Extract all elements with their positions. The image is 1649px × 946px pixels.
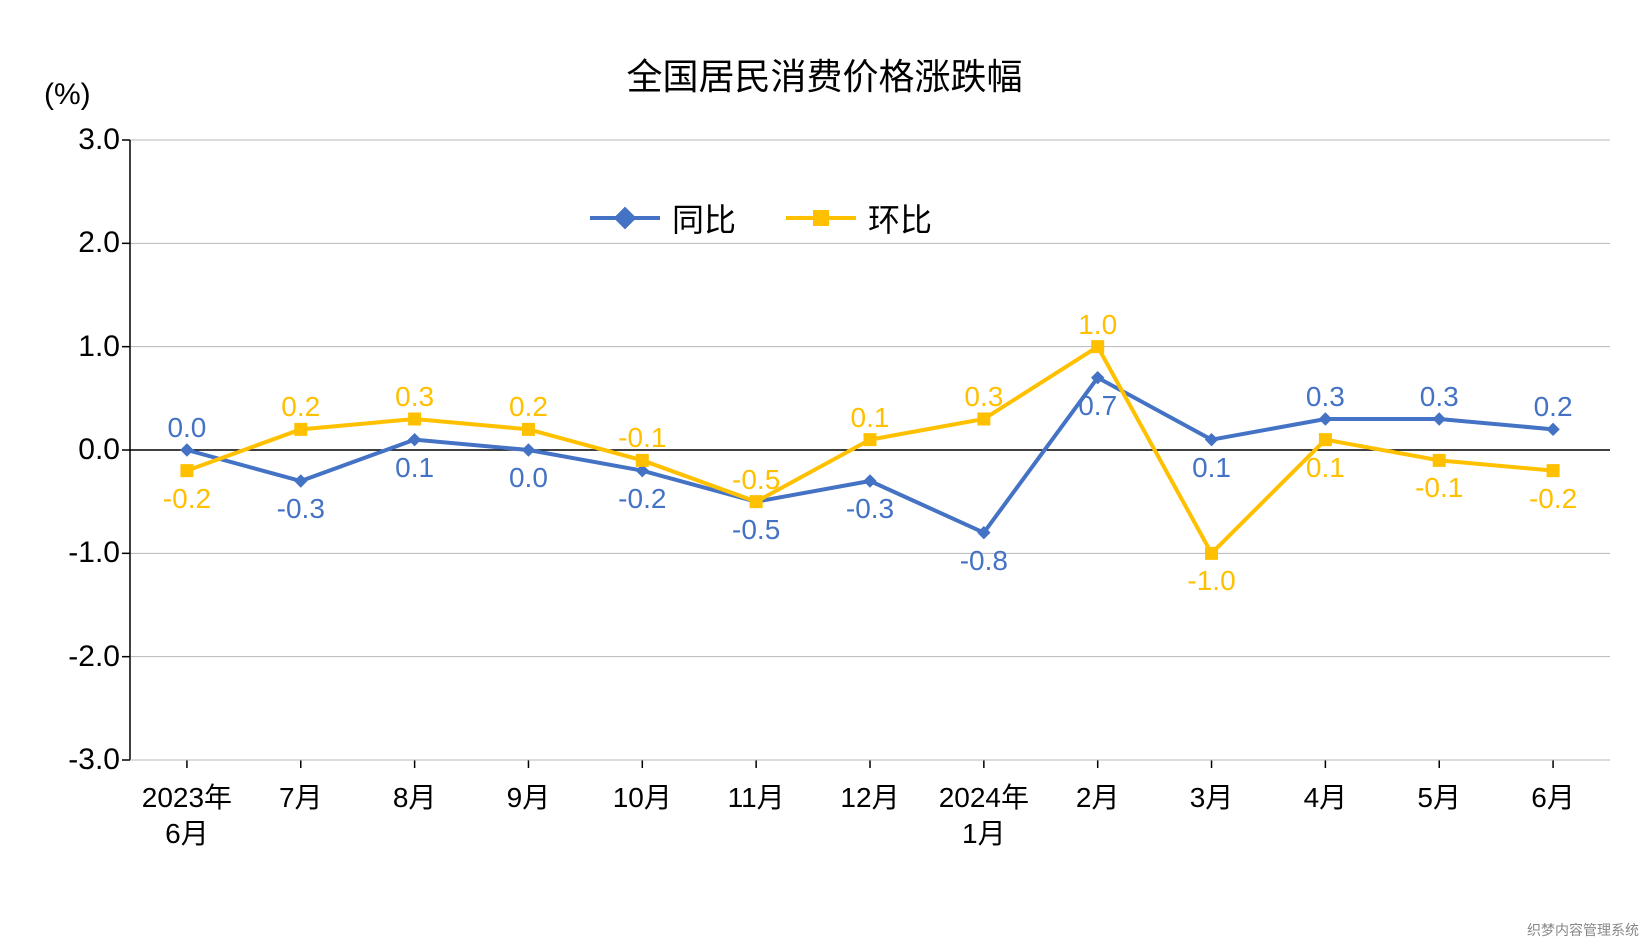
series-marker — [181, 444, 193, 456]
series-marker — [295, 475, 307, 487]
y-tick-label: -2.0 — [40, 640, 120, 674]
series-marker — [409, 413, 421, 425]
x-tick-label: 2023年6月 — [127, 780, 247, 853]
data-label: -0.1 — [1415, 472, 1463, 504]
series-marker — [1092, 341, 1104, 353]
data-label: -0.3 — [846, 493, 894, 525]
legend-label-1: 同比 — [672, 195, 736, 241]
y-tick-label: 2.0 — [40, 226, 120, 260]
x-tick-label: 4月 — [1265, 780, 1385, 816]
data-label: 0.1 — [851, 402, 890, 434]
series-marker — [522, 423, 534, 435]
x-tick-label: 8月 — [355, 780, 475, 816]
legend-marker-diamond-icon — [614, 207, 637, 230]
legend-swatch-1 — [590, 216, 660, 220]
y-tick-label: 1.0 — [40, 330, 120, 364]
data-label: -0.3 — [277, 493, 325, 525]
data-label: -0.2 — [163, 483, 211, 515]
data-label: -0.5 — [732, 464, 780, 496]
chart-container: 全国居民消费价格涨跌幅 (%) 同比 环比 织梦内容管理系统 3.0 2.0 1.0… — [0, 0, 1649, 946]
x-tick-label: 2月 — [1038, 780, 1158, 816]
series-marker — [1433, 413, 1445, 425]
data-label: -0.2 — [618, 483, 666, 515]
data-label: 0.0 — [509, 462, 548, 494]
series-marker — [864, 434, 876, 446]
x-tick-label: 10月 — [582, 780, 702, 816]
y-tick-label: -1.0 — [40, 536, 120, 570]
data-label: 0.1 — [1306, 452, 1345, 484]
data-label: 1.0 — [1078, 309, 1117, 341]
series-marker — [1547, 465, 1559, 477]
y-tick-label: -3.0 — [40, 743, 120, 777]
x-tick-label: 2024年1月 — [924, 780, 1044, 853]
legend: 同比 环比 — [590, 195, 932, 241]
legend-item-series1: 同比 — [590, 195, 736, 241]
series-marker — [295, 423, 307, 435]
series-marker — [522, 444, 534, 456]
series-marker — [864, 475, 876, 487]
series-marker — [409, 434, 421, 446]
series-marker — [181, 465, 193, 477]
series-marker — [1547, 423, 1559, 435]
legend-item-series2: 环比 — [786, 195, 932, 241]
data-label: 0.3 — [395, 381, 434, 413]
watermark: 织梦内容管理系统 — [1527, 920, 1639, 940]
x-tick-label: 9月 — [468, 780, 588, 816]
y-axis-unit: (%) — [44, 78, 91, 112]
x-tick-label: 11月 — [696, 780, 816, 816]
series-marker — [1433, 454, 1445, 466]
data-label: 0.1 — [395, 452, 434, 484]
data-label: -0.2 — [1529, 483, 1577, 515]
y-tick-label: 0.0 — [40, 433, 120, 467]
x-tick-label: 6月 — [1493, 780, 1613, 816]
x-tick-label: 7月 — [241, 780, 361, 816]
x-tick-label: 3月 — [1152, 780, 1272, 816]
data-label: 0.0 — [167, 412, 206, 444]
data-label: 0.2 — [509, 391, 548, 423]
legend-swatch-2 — [786, 216, 856, 220]
series-marker — [1319, 413, 1331, 425]
data-label: -1.0 — [1187, 565, 1235, 597]
series-marker — [978, 413, 990, 425]
series-marker — [750, 496, 762, 508]
series-marker — [636, 454, 648, 466]
data-label: -0.5 — [732, 514, 780, 546]
series-marker — [1319, 434, 1331, 446]
x-tick-label: 12月 — [810, 780, 930, 816]
series-marker — [1206, 547, 1218, 559]
data-label: 0.1 — [1192, 452, 1231, 484]
data-label: 0.2 — [1534, 391, 1573, 423]
data-label: 0.3 — [964, 381, 1003, 413]
data-label: 0.2 — [281, 391, 320, 423]
data-label: 0.7 — [1078, 390, 1117, 422]
data-label: 0.3 — [1306, 381, 1345, 413]
y-tick-label: 3.0 — [40, 123, 120, 157]
legend-label-2: 环比 — [868, 195, 932, 241]
data-label: -0.8 — [960, 545, 1008, 577]
chart-title: 全国居民消费价格涨跌幅 — [626, 48, 1022, 100]
data-label: -0.1 — [618, 422, 666, 454]
legend-marker-square-icon — [813, 210, 829, 226]
data-label: 0.3 — [1420, 381, 1459, 413]
x-tick-label: 5月 — [1379, 780, 1499, 816]
